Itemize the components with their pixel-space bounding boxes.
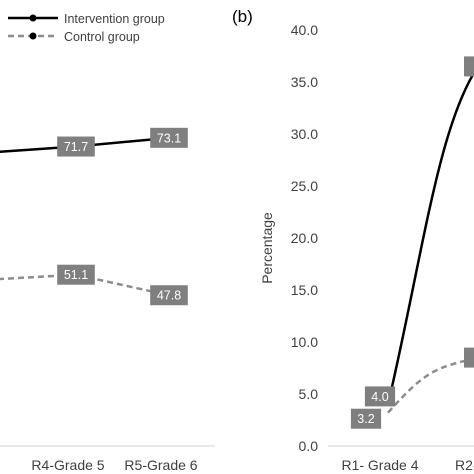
panel-b-control-label-1: 3.2 — [350, 408, 382, 429]
panel-b-series-intervention-line — [386, 70, 474, 405]
panel-b-y-tick-35.0: 35.0 — [291, 74, 318, 90]
panel-a-x-tick-1: R4-Grade 5 — [31, 457, 104, 473]
panel-b-y-tick-5.0: 5.0 — [299, 386, 319, 402]
legend-control-label: Control group — [64, 30, 140, 44]
panel-b-intervention-label-1: 4.0 — [364, 386, 396, 407]
panel-a-intervention-label-2: 73.1 — [150, 127, 188, 148]
panel-a-control-label-2-box — [150, 285, 188, 306]
panel-b-y-tick-30.0: 30.0 — [291, 126, 318, 142]
panel-b-intervention-label-1-box — [364, 386, 396, 407]
panel-a-intervention-label-1-box — [57, 136, 95, 157]
panel-a-intervention-label-1-text: 71.7 — [64, 140, 88, 154]
panel-a-intervention-label-2-text: 73.1 — [157, 131, 181, 145]
panel-a-control-label-1-text: 51.1 — [64, 268, 88, 282]
panel-b-title: (b) — [232, 7, 253, 26]
panel-a-series-control-line — [0, 273, 170, 297]
panel-b-intervention-label-1-text: 4.0 — [371, 390, 388, 404]
panel-a-control-label-1-box — [57, 264, 95, 285]
panel-b-y-tick-20.0: 20.0 — [291, 230, 318, 246]
panel-a-control-label-1: 51.1 — [57, 264, 95, 285]
legend-intervention-label: Intervention group — [64, 12, 165, 26]
panel-a-control-label-2: 47.8 — [150, 285, 188, 306]
panel-b-x-tick-1: R1- Grade 4 — [341, 457, 418, 473]
legend-control-marker — [29, 32, 37, 40]
panel-b-y-tick-0.0: 0.0 — [299, 438, 319, 454]
panel-b-control-label-2-box — [464, 347, 474, 368]
panel-b-series-control-line — [387, 357, 474, 414]
panel-a-intervention-label-2-box — [150, 127, 188, 148]
panel-b-intervention-label-2-box — [464, 56, 474, 77]
panel-b-y-tick-15.0: 15.0 — [291, 282, 318, 298]
panel-b-y-tick-40.0: 40.0 — [291, 22, 318, 38]
legend: Intervention group Control group — [8, 12, 165, 44]
panel-a: 71.7 73.1 51.1 47.8 R4-Grade 5 R5-Grade 6 — [0, 127, 215, 473]
panel-b-control-label-1-box — [350, 408, 382, 429]
panel-b-y-tick-25.0: 25.0 — [291, 178, 318, 194]
legend-intervention-marker — [29, 14, 37, 22]
panel-a-intervention-label-1: 71.7 — [57, 136, 95, 157]
panel-b: 0.0 5.0 10.0 15.0 20.0 25.0 30.0 35.0 40.0 Percen… — [259, 22, 474, 473]
panel-b-y-label: Percentage — [259, 212, 275, 284]
panel-b-x-tick-2: R2- — [455, 457, 474, 473]
panel-a-control-label-2-text: 47.8 — [157, 289, 181, 303]
panel-a-x-tick-2: R5-Grade 6 — [124, 457, 197, 473]
panel-b-y-tick-10.0: 10.0 — [291, 334, 318, 350]
panel-b-control-label-1-text: 3.2 — [357, 412, 374, 426]
